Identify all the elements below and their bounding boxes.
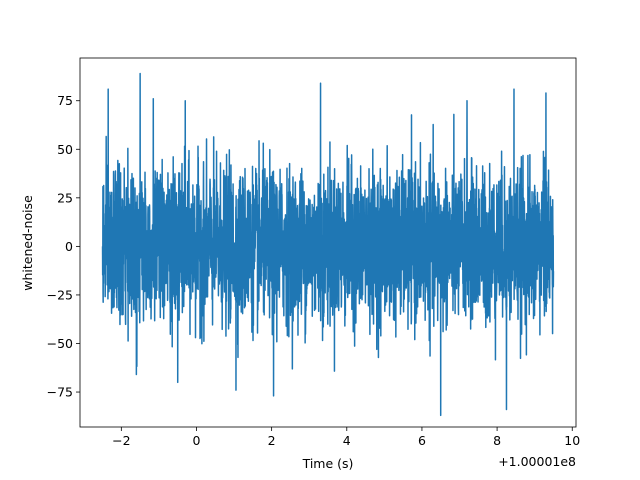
x-tick-label: 4 bbox=[343, 433, 351, 448]
x-axis: −2 0 2 4 6 8 10 bbox=[112, 427, 580, 448]
x-tick-label: 10 bbox=[564, 433, 580, 448]
x-tick-label: 8 bbox=[493, 433, 501, 448]
series-layer bbox=[101, 72, 555, 417]
y-tick-label: 0 bbox=[65, 239, 73, 254]
y-tick-label: 50 bbox=[57, 142, 73, 157]
y-axis-label: whitened-noise bbox=[20, 195, 35, 291]
y-tick-label: 75 bbox=[57, 93, 73, 108]
plot-area: −2 0 2 4 6 8 10 −75 −50 −25 0 25 50 75 bbox=[47, 57, 580, 448]
x-tick-label: 6 bbox=[418, 433, 426, 448]
y-axis: −75 −50 −25 0 25 50 75 bbox=[47, 93, 80, 400]
x-tick-label: −2 bbox=[112, 433, 130, 448]
axes-frame bbox=[79, 57, 577, 428]
y-tick-label: −75 bbox=[47, 385, 73, 400]
x-offset-label: +1.00001e8 bbox=[498, 454, 576, 469]
x-tick-label: 2 bbox=[268, 433, 276, 448]
series-line bbox=[101, 72, 555, 417]
y-tick-label: −25 bbox=[47, 287, 73, 302]
x-tick-label: 0 bbox=[193, 433, 201, 448]
y-tick-label: 25 bbox=[57, 190, 73, 205]
x-axis-label: Time (s) bbox=[302, 456, 354, 471]
y-tick-label: −50 bbox=[47, 336, 73, 351]
